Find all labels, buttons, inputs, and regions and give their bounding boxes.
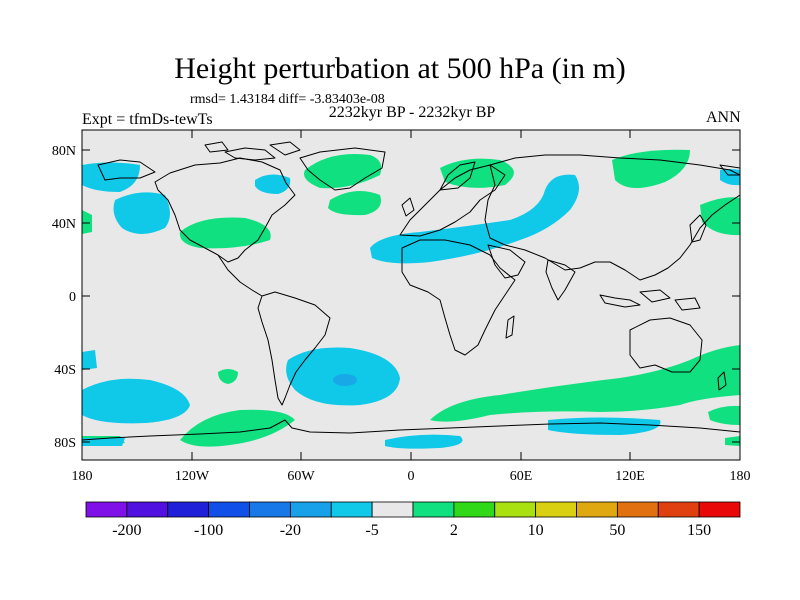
- arabia-outline: [487, 244, 526, 279]
- positive-anomaly-region: [700, 197, 740, 236]
- negative-anomaly-region: [82, 350, 97, 370]
- indonesia-outline: [599, 289, 701, 311]
- lat-label: 40S: [54, 363, 76, 378]
- colorbar-swatch: [535, 501, 577, 518]
- madagascar-outline: [505, 315, 515, 339]
- colorbar-label: 10: [528, 522, 544, 539]
- colorbar-swatch: [371, 501, 414, 518]
- south-america-outline: [257, 291, 331, 406]
- lon-ticks: [81, 130, 741, 460]
- colorbar-label: 2: [450, 522, 458, 539]
- season-label: ANN: [706, 109, 741, 126]
- lat-labels: 80N 40N 0 40S 80S: [52, 144, 76, 451]
- negative-anomaly-region: [82, 162, 140, 192]
- lon-label: 120E: [615, 469, 645, 484]
- negative-anomaly-region: [82, 378, 190, 424]
- new-zealand-outline: [717, 371, 727, 391]
- lon-label: 120W: [175, 469, 210, 484]
- colorbar-swatch: [289, 501, 332, 518]
- europe-outline: [399, 164, 506, 237]
- positive-anomaly-region: [179, 217, 271, 249]
- colorbar-label: -5: [365, 522, 378, 539]
- australia-outline: [629, 317, 703, 373]
- lat-label: 40N: [52, 217, 76, 232]
- positive-anomaly-region: [430, 345, 740, 422]
- coastlines: [82, 141, 740, 441]
- negative-anomaly-region: [385, 434, 463, 449]
- colorbar-label: -200: [112, 522, 141, 539]
- lon-labels: 180 120W 60W 0 60E 120E 180: [72, 469, 751, 484]
- colorbar-swatch: [85, 501, 128, 518]
- positive-anomaly-region: [612, 149, 690, 189]
- alaska-outline: [97, 159, 156, 181]
- positive-anomaly-region: [328, 191, 381, 216]
- india-outline: [545, 259, 576, 301]
- positive-anomaly-region: [180, 409, 295, 447]
- colorbar-label: 150: [687, 522, 711, 539]
- greenland-outline: [299, 147, 386, 191]
- lon-label: 180: [72, 469, 93, 484]
- colorbar-swatch: [249, 501, 291, 518]
- colorbar-swatch: [208, 501, 250, 518]
- positive-anomaly-region: [725, 436, 740, 446]
- negative-anomaly-region: [370, 174, 579, 264]
- lat-label: 80N: [52, 144, 76, 159]
- asia-outline: [484, 154, 740, 281]
- colorbar-swatch: [576, 501, 618, 518]
- lat-label: 80S: [54, 436, 76, 451]
- colorbar-swatch: [126, 501, 169, 518]
- arctic-islands-outline: [204, 141, 301, 161]
- colorbar-swatch: [330, 501, 373, 518]
- colorbar-label: -20: [280, 522, 301, 539]
- lat-ticks: [82, 149, 740, 443]
- negative-anomaly-region: [548, 417, 661, 435]
- colorbar-swatch: [412, 501, 455, 518]
- colorbar-swatch: [657, 501, 700, 518]
- lon-label: 0: [408, 469, 415, 484]
- plot-title: Height perturbation at 500 hPa (in m): [174, 52, 626, 85]
- lon-label: 60E: [510, 469, 533, 484]
- experiment-label: Expt = tfmDs-tewTs: [82, 111, 213, 128]
- scandinavia-outline: [439, 161, 476, 191]
- period-label: 2232kyr BP - 2232kyr BP: [328, 104, 496, 121]
- lat-label: 0: [69, 290, 76, 305]
- negative-anomaly-region: [255, 174, 291, 194]
- colorbar: [85, 501, 741, 518]
- positive-anomaly-region: [218, 369, 238, 384]
- colorbar-swatch: [167, 501, 210, 518]
- colorbar-swatch: [698, 501, 741, 518]
- colorbar-swatch: [453, 501, 496, 518]
- contour-fills: [82, 149, 740, 449]
- negative-anomaly-region: [82, 438, 125, 446]
- lon-label: 180: [730, 469, 751, 484]
- colorbar-swatch: [616, 501, 659, 518]
- colorbar-labels: -200 -100 -20 -5 2 10 50 150: [112, 522, 711, 539]
- rmsd-stats: rmsd= 1.43184 diff= -3.83403e-08: [190, 92, 385, 107]
- central-america-outline: [217, 254, 263, 297]
- north-america-outline: [154, 157, 296, 263]
- positive-anomaly-region: [708, 405, 740, 425]
- colorbar-swatch: [494, 501, 537, 518]
- uk-outline: [401, 197, 415, 217]
- positive-anomaly-region: [82, 210, 92, 234]
- deep-negative-anomaly-region: [333, 374, 357, 386]
- colorbar-label: 50: [609, 522, 625, 539]
- siberia-east-outline: [719, 164, 740, 176]
- lon-label: 60W: [287, 469, 315, 484]
- japan-outline: [689, 214, 707, 243]
- colorbar-label: -100: [194, 522, 223, 539]
- africa-outline: [401, 239, 516, 356]
- antarctica-outline: [82, 419, 740, 441]
- negative-anomaly-region: [113, 192, 170, 234]
